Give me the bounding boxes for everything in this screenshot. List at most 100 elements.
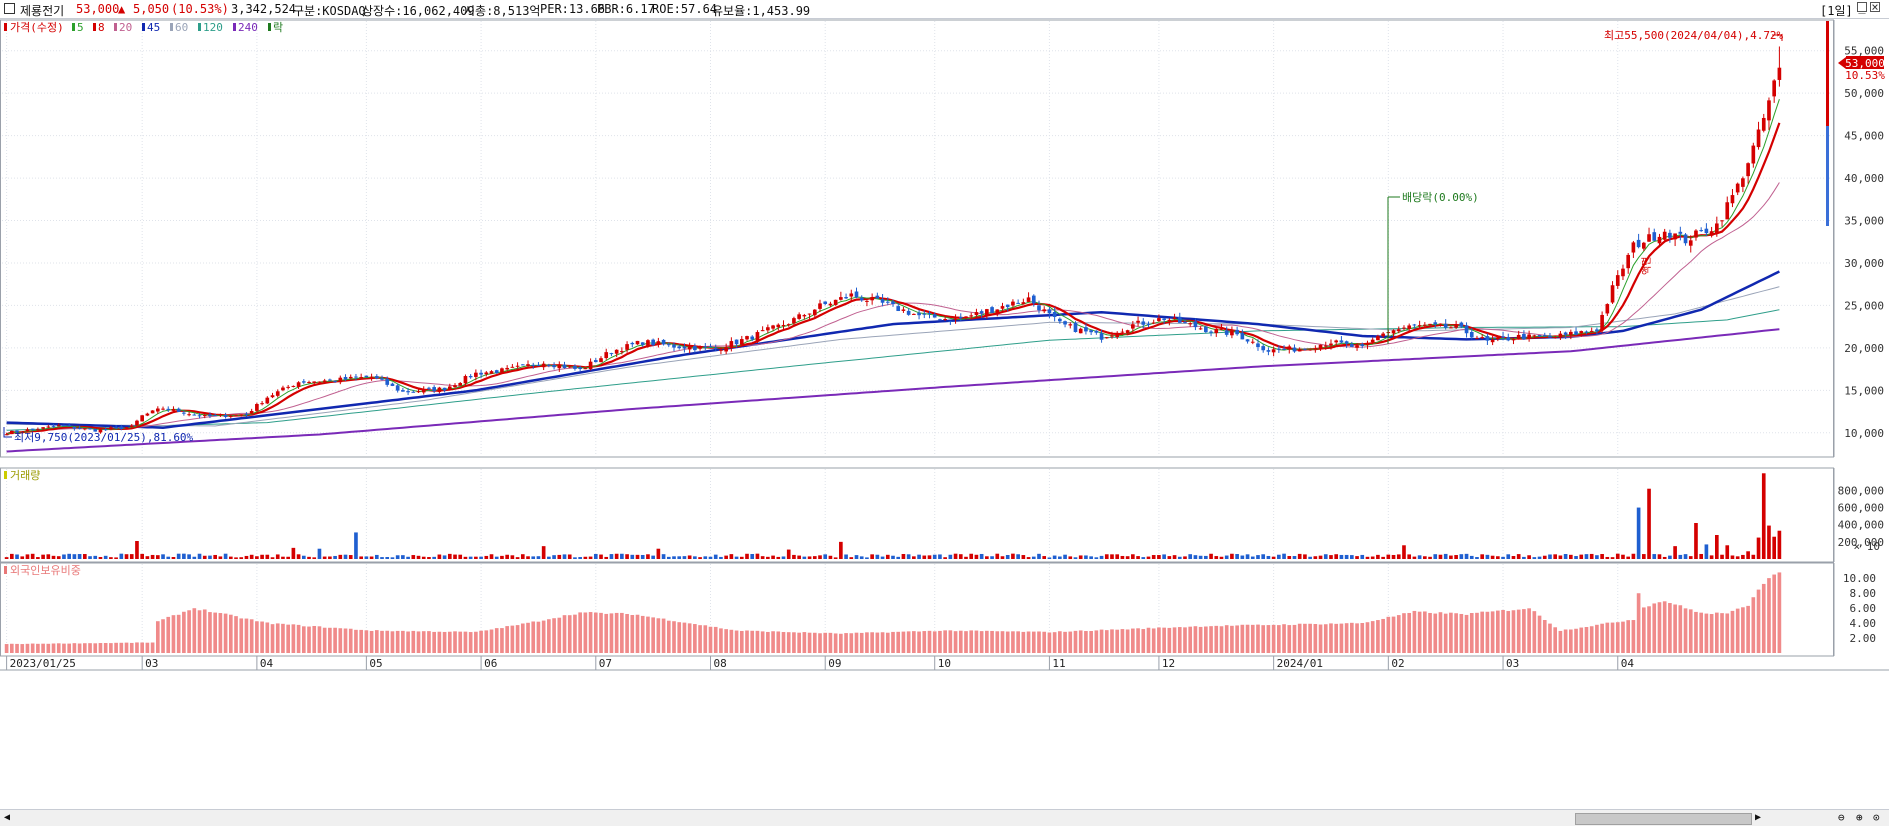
minimize-icon[interactable]: _ <box>1857 0 1867 14</box>
candle-body <box>505 367 509 370</box>
foreign-holding-bar <box>823 632 828 653</box>
foreign-holding-bar <box>41 643 45 653</box>
foreign-holding-bar <box>1772 574 1777 653</box>
volume-bar <box>656 548 661 559</box>
volume-bar <box>1673 546 1677 559</box>
candle-body <box>1355 345 1359 348</box>
ma-legend-label: 45 <box>147 21 160 34</box>
foreign-holding-bar <box>458 631 463 653</box>
volume-bar <box>1490 555 1495 559</box>
foreign-holding-bar <box>760 631 765 653</box>
volume-bar <box>541 546 546 559</box>
candle-body <box>912 313 916 315</box>
candle-body <box>1485 336 1490 341</box>
candle <box>1005 304 1010 312</box>
volume-bar <box>859 556 864 559</box>
foreign-holding-bar <box>1355 623 1359 653</box>
candle <box>1141 318 1146 329</box>
candle-body <box>56 425 61 427</box>
candle-body <box>1741 178 1745 187</box>
candle <box>1021 298 1026 305</box>
foreign-holding-bar <box>1600 623 1604 653</box>
candle-body <box>1078 328 1083 334</box>
candle-body <box>281 387 285 391</box>
candle <box>865 298 869 307</box>
foreign-holding-bar <box>520 623 525 653</box>
candle-body <box>343 376 348 380</box>
volume-bar <box>4 557 9 559</box>
candle <box>239 414 244 417</box>
volume-bar <box>1313 556 1318 559</box>
candle-body <box>1756 129 1761 148</box>
volume-bar <box>202 555 207 559</box>
candle-body <box>140 415 144 422</box>
foreign-holding-bar <box>500 628 504 653</box>
volume-bar <box>666 556 671 559</box>
candle-body <box>192 414 197 416</box>
chart-scrollbar[interactable]: ◀ ▶ ⊖ ⊕ ⊙ <box>0 809 1889 826</box>
volume-bar <box>1204 555 1208 559</box>
candle-body <box>114 427 118 429</box>
scroll-right-icon[interactable]: ▶ <box>1755 812 1762 823</box>
foreign-holding-bar <box>114 642 118 653</box>
volume-bar <box>1563 554 1568 559</box>
candle <box>202 413 207 419</box>
candle <box>562 361 567 369</box>
foreign-holding-bar <box>1657 602 1662 653</box>
candle-body <box>588 361 593 370</box>
candle-body <box>479 372 483 375</box>
candle-body <box>1323 345 1328 347</box>
volume-bar <box>1668 555 1672 559</box>
volume-bar <box>1219 556 1224 559</box>
volume-bar <box>1136 556 1140 559</box>
candle <box>1631 240 1636 258</box>
stock-chart[interactable]: 10,000 15,000 20,000 25,000 30,000 35,000 40,0… <box>0 19 1889 809</box>
candle-body <box>891 301 895 305</box>
candle-body <box>1230 330 1234 336</box>
zoom-in-icon[interactable]: ⊕ <box>1856 811 1863 824</box>
volume-bar <box>260 554 264 559</box>
volume-bar <box>1532 557 1537 559</box>
candle <box>1266 347 1271 356</box>
foreign-holding-bar <box>9 643 14 653</box>
checkbox-icon[interactable] <box>4 3 15 14</box>
high-arrow-icon <box>1772 34 1783 41</box>
foreign-holding-bar <box>1548 623 1552 653</box>
zoom-reset-icon[interactable]: ⊙ <box>1873 811 1880 824</box>
candle <box>1235 326 1239 336</box>
candle <box>234 414 238 416</box>
price-tick-label: 25,000 <box>1844 299 1884 312</box>
candle <box>1407 323 1412 332</box>
candle-body <box>1162 318 1166 320</box>
candle <box>109 425 113 431</box>
volume-bar <box>453 554 457 559</box>
candle-body <box>760 330 765 332</box>
candle <box>958 313 963 321</box>
candle-body <box>1084 327 1088 332</box>
close-icon[interactable]: × <box>1870 0 1880 14</box>
panel-frame-0 <box>0 19 1834 458</box>
candle-body <box>1287 346 1292 350</box>
foreign-holding-bar <box>880 632 885 653</box>
candle <box>192 413 197 416</box>
volume-bar <box>1600 554 1604 559</box>
foreign-holding-bar <box>1277 625 1281 653</box>
candle-body <box>494 370 499 373</box>
foreign-holding-bar <box>93 643 98 653</box>
candle <box>374 374 379 380</box>
candle <box>1172 313 1177 320</box>
low-arrow-icon <box>3 427 12 438</box>
scroll-thumb[interactable] <box>1575 813 1752 825</box>
foreign-holding-bar <box>474 631 478 653</box>
candle <box>880 294 885 307</box>
candle <box>1647 227 1651 242</box>
period-selector[interactable]: [1일] <box>1820 4 1853 18</box>
volume-bar <box>1120 555 1125 559</box>
volume-bar <box>557 554 562 559</box>
volume-bar <box>1537 556 1542 559</box>
scroll-left-icon[interactable]: ◀ <box>4 812 11 823</box>
volume-bar <box>1761 473 1766 559</box>
zoom-out-icon[interactable]: ⊖ <box>1838 811 1845 824</box>
volume-bar <box>912 556 916 559</box>
volume-bar <box>234 557 238 559</box>
